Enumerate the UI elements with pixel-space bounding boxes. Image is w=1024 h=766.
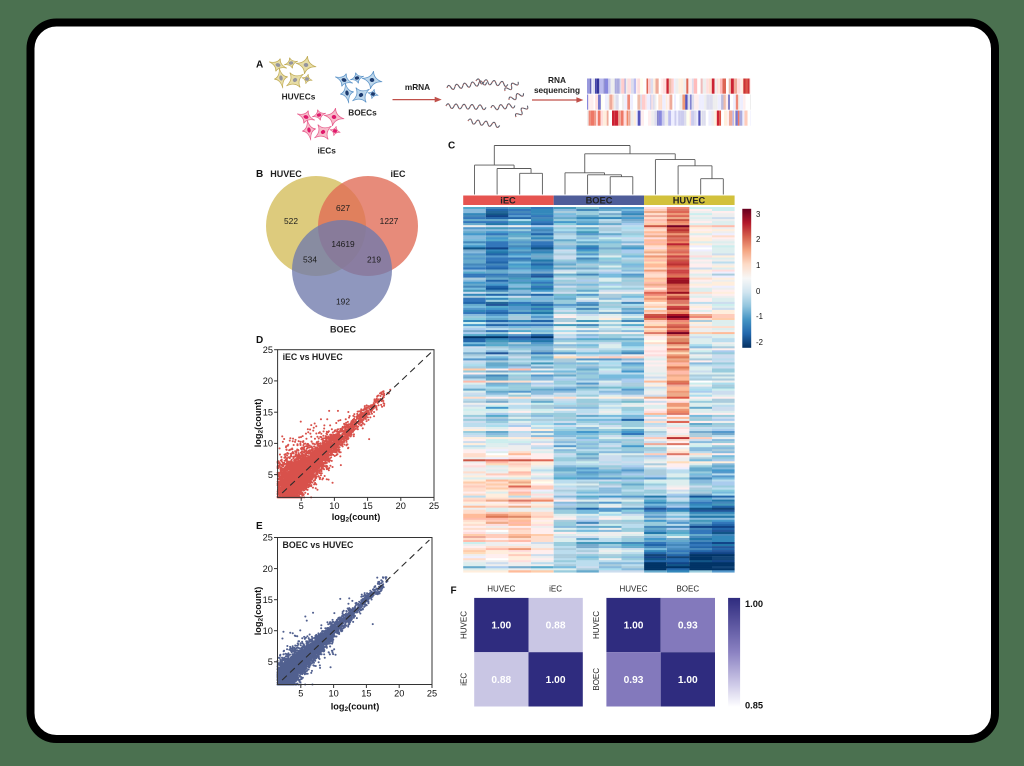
svg-text:HUVECs: HUVECs [282, 92, 316, 102]
svg-text:BOEC: BOEC [676, 584, 699, 593]
svg-text:1227: 1227 [380, 216, 399, 226]
svg-text:1.00: 1.00 [624, 621, 644, 632]
svg-text:C: C [448, 141, 455, 152]
svg-text:iEC vs HUVEC: iEC vs HUVEC [283, 352, 344, 362]
svg-text:HUVEC: HUVEC [460, 611, 469, 639]
svg-text:3: 3 [756, 210, 760, 219]
svg-text:log2(count): log2(count) [253, 399, 265, 448]
svg-text:BOECs: BOECs [348, 108, 377, 118]
svg-text:25: 25 [429, 501, 439, 511]
svg-text:25: 25 [427, 688, 437, 698]
svg-text:1.00: 1.00 [546, 675, 566, 686]
svg-text:0.88: 0.88 [546, 621, 566, 632]
svg-text:627: 627 [336, 203, 350, 213]
svg-text:HUVEC: HUVEC [487, 584, 515, 593]
svg-text:B: B [256, 169, 263, 180]
svg-text:log2(count): log2(count) [253, 587, 265, 636]
svg-text:HUVEC: HUVEC [270, 169, 302, 179]
svg-text:BOEC: BOEC [330, 325, 357, 335]
svg-text:RNA: RNA [548, 75, 566, 85]
svg-text:25: 25 [263, 533, 273, 543]
svg-text:HUVEC: HUVEC [673, 196, 706, 206]
svg-text:BOEC: BOEC [586, 196, 613, 206]
svg-text:iEC: iEC [500, 196, 516, 206]
svg-text:5: 5 [299, 501, 304, 511]
svg-text:iEC: iEC [549, 584, 562, 593]
svg-text:10: 10 [329, 501, 339, 511]
svg-text:0.88: 0.88 [491, 675, 511, 686]
svg-text:192: 192 [336, 297, 350, 307]
svg-text:5: 5 [268, 657, 273, 667]
svg-text:-1: -1 [756, 312, 763, 321]
svg-text:20: 20 [263, 376, 273, 386]
svg-text:2: 2 [756, 235, 760, 244]
svg-text:A: A [256, 60, 263, 71]
svg-text:20: 20 [394, 688, 404, 698]
svg-text:10: 10 [328, 688, 338, 698]
svg-text:5: 5 [298, 688, 303, 698]
svg-text:D: D [256, 335, 263, 346]
svg-text:15: 15 [263, 595, 273, 605]
svg-text:0.93: 0.93 [678, 621, 698, 632]
svg-text:25: 25 [263, 345, 273, 355]
svg-text:log2(count): log2(count) [332, 512, 381, 524]
svg-text:BOEC vs HUVEC: BOEC vs HUVEC [283, 540, 355, 550]
svg-text:F: F [451, 586, 457, 597]
svg-text:5: 5 [268, 470, 273, 480]
svg-text:-2: -2 [756, 338, 763, 347]
svg-text:iECs: iECs [317, 145, 336, 155]
svg-text:sequencing: sequencing [534, 85, 580, 95]
svg-text:15: 15 [263, 407, 273, 417]
svg-text:20: 20 [263, 564, 273, 574]
svg-text:0: 0 [756, 287, 761, 296]
svg-text:0.93: 0.93 [624, 675, 644, 686]
svg-text:HUVEC: HUVEC [592, 611, 601, 639]
svg-text:20: 20 [396, 501, 406, 511]
svg-text:14619: 14619 [331, 239, 355, 249]
svg-text:iEC: iEC [390, 169, 406, 179]
svg-text:1: 1 [756, 261, 760, 270]
svg-text:1.00: 1.00 [491, 621, 511, 632]
svg-text:219: 219 [367, 255, 381, 265]
svg-text:HUVEC: HUVEC [619, 584, 647, 593]
svg-text:log2(count): log2(count) [331, 702, 380, 714]
svg-text:534: 534 [303, 255, 317, 265]
svg-text:15: 15 [361, 688, 371, 698]
svg-text:10: 10 [263, 626, 273, 636]
svg-text:0.85: 0.85 [745, 701, 763, 711]
svg-text:iEC: iEC [460, 673, 469, 686]
svg-text:1.00: 1.00 [745, 599, 763, 609]
svg-text:15: 15 [362, 501, 372, 511]
svg-text:522: 522 [284, 216, 298, 226]
svg-text:mRNA: mRNA [405, 82, 430, 92]
svg-text:10: 10 [263, 439, 273, 449]
svg-text:1.00: 1.00 [678, 675, 698, 686]
svg-text:BOEC: BOEC [592, 668, 601, 691]
svg-text:E: E [256, 521, 263, 532]
